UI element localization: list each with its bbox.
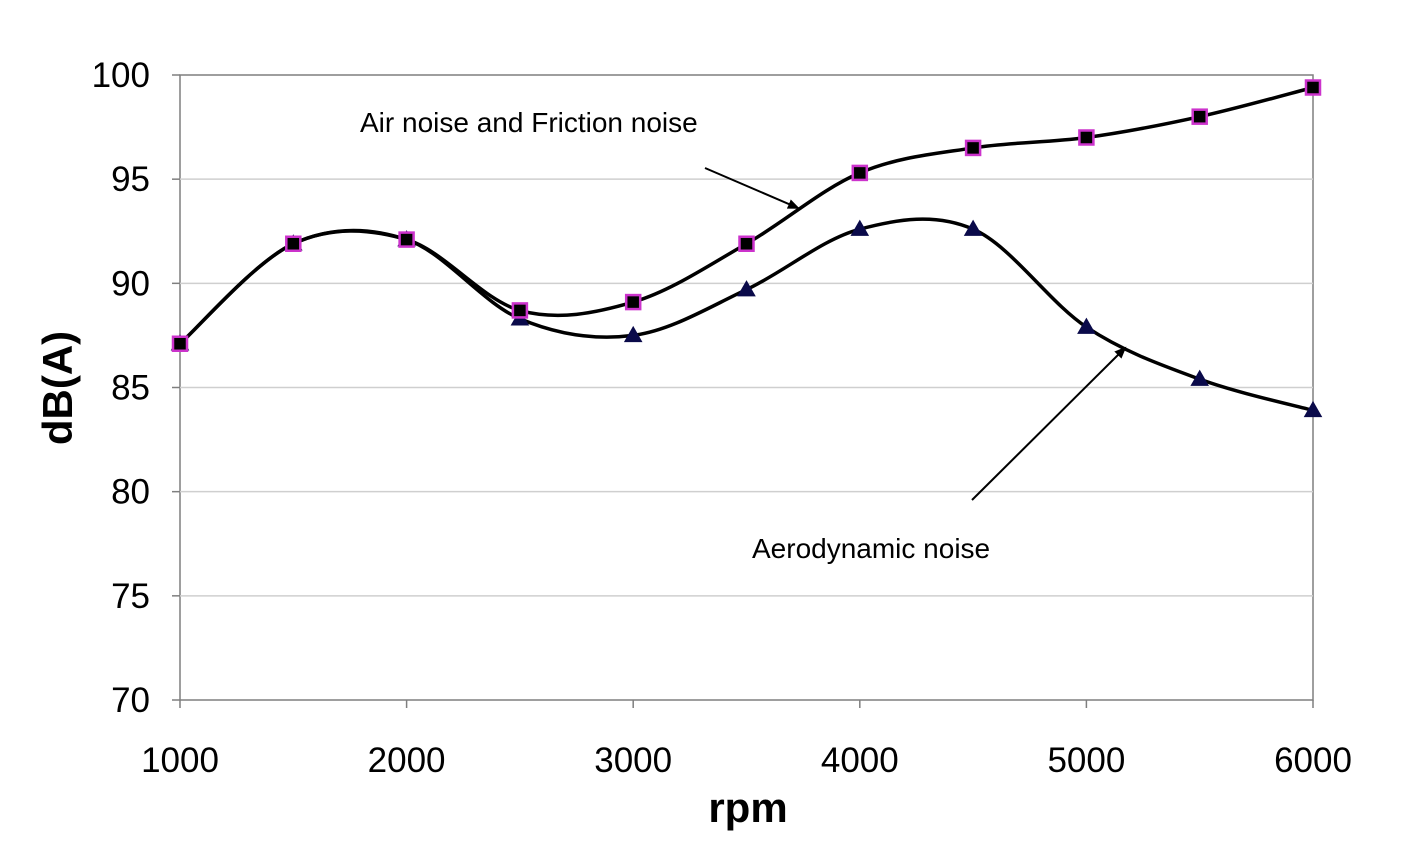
x-tick-label-4000: 4000: [821, 741, 899, 780]
point-air_friction-1000: [171, 335, 189, 352]
point-aerodynamic-3000: [623, 325, 643, 343]
point-air_friction-4500: [964, 139, 982, 157]
annotation-aerodynamic-label: Aerodynamic noise: [752, 533, 990, 564]
point-aerodynamic-5000: [1077, 317, 1096, 334]
point-air_friction-5500: [1191, 108, 1208, 125]
point-air_friction-1500: [285, 235, 302, 252]
y-tick-label-80: 80: [111, 473, 150, 512]
point-air_friction-6000: [1304, 79, 1322, 96]
gridlines: [180, 178, 1313, 597]
y-axis-ticks: 70 75 80 85 90 95 100: [92, 56, 180, 720]
point-aerodynamic-3500: [737, 280, 756, 297]
point-air_friction-3500: [738, 235, 755, 252]
x-tick-label-2000: 2000: [368, 741, 446, 780]
y-tick-label-100: 100: [92, 56, 150, 95]
point-air_friction-4000: [851, 164, 869, 182]
point-air_friction-5000: [1078, 129, 1095, 146]
point-air_friction-2000: [398, 231, 415, 248]
point-aerodynamic-5500: [1190, 369, 1209, 386]
series-layer: [170, 79, 1323, 418]
x-axis-title: rpm: [708, 784, 787, 831]
annotation-aerodynamic-arrow: [971, 346, 1127, 501]
y-tick-label-70: 70: [111, 681, 150, 720]
x-tick-label-1000: 1000: [141, 741, 219, 780]
y-tick-label-95: 95: [111, 160, 150, 199]
point-aerodynamic-4000: [850, 219, 870, 236]
annotation-air-friction-label: Air noise and Friction noise: [360, 107, 698, 138]
y-axis-title: dB(A): [34, 331, 81, 445]
point-air_friction-2500: [511, 302, 529, 319]
x-axis-ticks: 1000 2000 3000 4000 5000 6000: [141, 700, 1352, 780]
y-tick-label-90: 90: [111, 264, 150, 303]
point-aerodynamic-6000: [1303, 400, 1323, 418]
y-tick-label-75: 75: [111, 577, 150, 616]
point-air_friction-3000: [624, 293, 642, 311]
x-tick-label-3000: 3000: [594, 741, 672, 780]
annotation-air-friction-arrow: [704, 167, 800, 209]
y-tick-label-85: 85: [111, 369, 150, 408]
x-tick-label-6000: 6000: [1274, 741, 1352, 780]
x-tick-label-5000: 5000: [1047, 741, 1125, 780]
point-aerodynamic-4500: [963, 219, 983, 236]
